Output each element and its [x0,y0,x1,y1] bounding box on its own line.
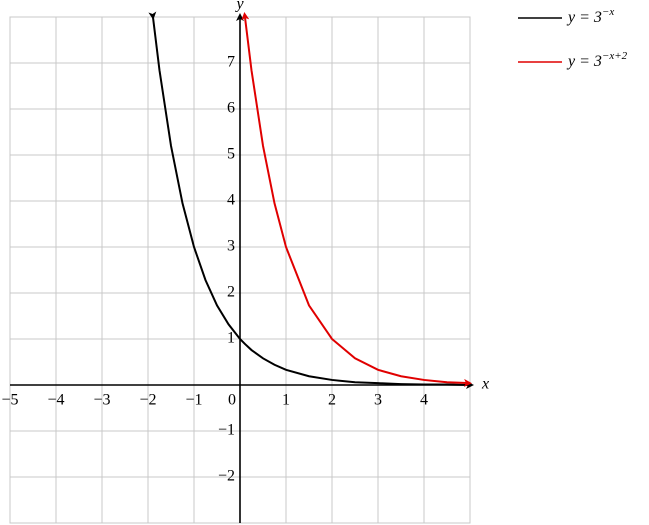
y-tick-label: 5 [227,146,235,163]
y-axis-label: y [234,0,244,13]
legend-label: y = 3−x+2 [566,50,628,70]
x-tick-label: 2 [328,392,336,409]
x-tick-label: −3 [93,392,110,409]
y-tick-label: 3 [227,238,235,255]
x-tick-label: −4 [47,392,64,409]
x-tick-label: −2 [139,392,156,409]
y-tick-label: 4 [227,192,235,209]
x-tick-label: 1 [282,392,290,409]
x-tick-label: 3 [374,392,382,409]
y-tick-label: −2 [218,468,235,485]
y-tick-label: 6 [227,100,235,117]
x-tick-label: −1 [185,392,202,409]
y-tick-label: −1 [218,422,235,439]
line-series [241,11,472,387]
x-tick-label: 0 [228,392,236,409]
x-tick-label: −5 [1,392,18,409]
y-tick-label: 2 [227,284,235,301]
x-tick-label: 4 [420,392,428,409]
legend-label: y = 3−x [566,6,614,26]
x-axis-label: x [481,376,489,393]
y-tick-label: 1 [227,330,235,347]
y-tick-label: 7 [227,54,235,71]
